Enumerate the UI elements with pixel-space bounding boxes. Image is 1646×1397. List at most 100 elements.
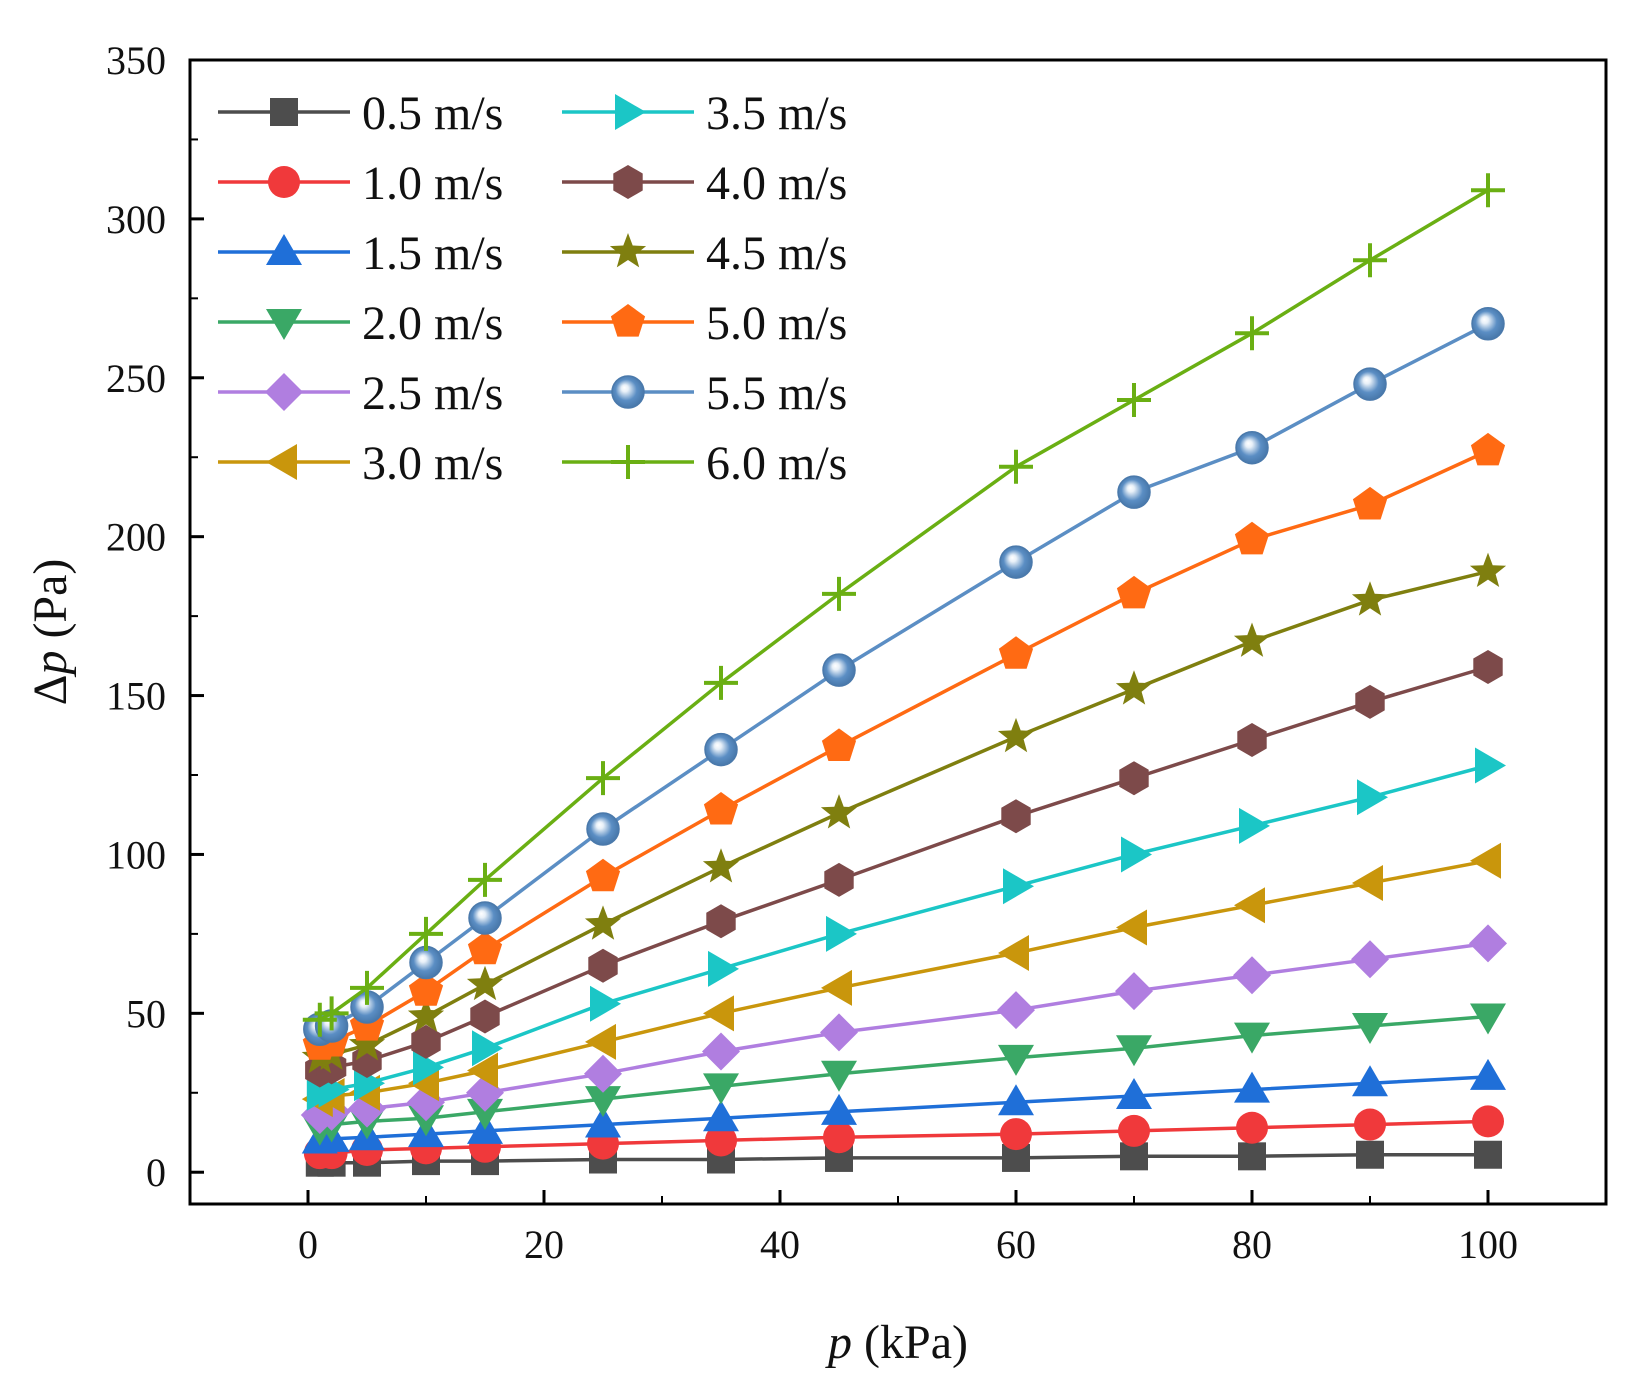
data-point-3-5-m-s-9 bbox=[1121, 836, 1152, 873]
x-axis-label-unit: (kPa) bbox=[852, 1316, 968, 1369]
data-point-5-0-m-s-5 bbox=[585, 858, 621, 892]
data-point-4-0-m-s-6 bbox=[706, 904, 736, 939]
legend-marker-6-0-m-s bbox=[611, 445, 645, 479]
data-point-0-5-m-s-11 bbox=[1356, 1140, 1384, 1169]
data-point-4-5-m-s-12 bbox=[1469, 552, 1507, 587]
data-point-2-5-m-s-7 bbox=[820, 1013, 858, 1052]
data-point-2-0-m-s-10 bbox=[1234, 1022, 1270, 1054]
data-point-4-0-m-s-4 bbox=[470, 999, 500, 1034]
data-point-5-0-m-s-3 bbox=[408, 973, 444, 1006]
series-3-5-m-s bbox=[306, 747, 1506, 1111]
plot-marks bbox=[300, 173, 1507, 1177]
x-axis-label: p (kPa) bbox=[825, 1316, 968, 1369]
data-point-6-0-m-s-8 bbox=[999, 449, 1033, 484]
data-point-4-0-m-s-9 bbox=[1119, 761, 1149, 796]
data-point-4-0-m-s-5 bbox=[588, 948, 618, 983]
data-point-3-5-m-s-8 bbox=[1003, 868, 1034, 905]
data-point-2-5-m-s-12 bbox=[1469, 924, 1507, 963]
x-tick-label-60: 60 bbox=[996, 1222, 1036, 1267]
data-point-2-5-m-s-11 bbox=[1351, 940, 1389, 979]
data-point-1-5-m-s-10 bbox=[1234, 1071, 1270, 1103]
data-point-3-0-m-s-7 bbox=[821, 969, 852, 1006]
data-point-2-0-m-s-4 bbox=[467, 1098, 503, 1130]
data-point-1-5-m-s-7 bbox=[821, 1093, 857, 1125]
data-point-4-0-m-s-8 bbox=[1001, 799, 1031, 834]
x-tick-label-40: 40 bbox=[760, 1222, 800, 1267]
data-point-3-0-m-s-4 bbox=[467, 1052, 498, 1089]
data-point-0-5-m-s-10 bbox=[1238, 1142, 1266, 1171]
data-point-4-0-m-s-7 bbox=[824, 862, 854, 897]
data-point-1-5-m-s-5 bbox=[585, 1106, 621, 1138]
x-tick-label-100: 100 bbox=[1458, 1222, 1518, 1267]
legend-label-5-5-m-s: 5.5 m/s bbox=[706, 367, 847, 420]
y-axis-label-var: p bbox=[24, 651, 77, 678]
data-point-6-0-m-s-3 bbox=[409, 916, 443, 951]
data-point-5-0-m-s-7 bbox=[821, 728, 857, 761]
legend-label-1-5-m-s: 1.5 m/s bbox=[362, 227, 503, 280]
legend: 0.5 m/s 1.0 m/s 1.5 m/s 2.0 m/s 2.5 m/s 3.0 m… bbox=[218, 87, 847, 490]
data-point-3-5-m-s-4 bbox=[472, 1030, 503, 1067]
data-point-0-5-m-s-9 bbox=[1120, 1142, 1148, 1171]
legend-label-3-5-m-s: 3.5 m/s bbox=[706, 87, 847, 140]
data-point-4-5-m-s-4 bbox=[466, 965, 504, 1001]
legend-marker-3-0-m-s bbox=[266, 444, 297, 480]
data-point-5-5-m-s-10 bbox=[1235, 430, 1269, 465]
data-point-3-0-m-s-8 bbox=[998, 934, 1029, 971]
data-point-4-5-m-s-3 bbox=[407, 997, 445, 1032]
axis-ticks: 0 20 40 60 80 100 0 50 100 150 200 250 300 350 bbox=[106, 38, 1518, 1267]
legend-label-5-0-m-s: 5.0 m/s bbox=[706, 297, 847, 350]
data-point-2-0-m-s-7 bbox=[821, 1060, 857, 1092]
data-point-6-0-m-s-7 bbox=[822, 576, 856, 611]
data-point-5-0-m-s-4 bbox=[467, 931, 503, 965]
y-tick-label-50: 50 bbox=[126, 991, 166, 1036]
data-point-4-5-m-s-5 bbox=[584, 905, 622, 940]
data-point-6-0-m-s-5 bbox=[586, 761, 620, 796]
data-point-4-5-m-s-7 bbox=[820, 794, 858, 829]
y-tick-label-200: 200 bbox=[106, 515, 166, 560]
legend-label-4-0-m-s: 4.0 m/s bbox=[706, 157, 847, 210]
data-point-5-5-m-s-9 bbox=[1117, 475, 1151, 509]
legend-marker-2-0-m-s bbox=[266, 309, 302, 340]
legend-item-4-5-m-s: 4.5 m/s bbox=[562, 227, 847, 280]
data-point-6-0-m-s-4 bbox=[468, 862, 502, 897]
data-point-3-5-m-s-10 bbox=[1239, 807, 1270, 844]
data-point-5-5-m-s-4 bbox=[468, 901, 502, 935]
data-point-2-0-m-s-11 bbox=[1352, 1013, 1388, 1045]
data-point-3-0-m-s-9 bbox=[1116, 909, 1147, 946]
series-4-0-m-s bbox=[305, 650, 1503, 1088]
data-point-4-5-m-s-11 bbox=[1351, 581, 1389, 616]
data-point-5-0-m-s-6 bbox=[703, 792, 739, 825]
data-point-5-5-m-s-8 bbox=[999, 545, 1033, 579]
data-point-2-0-m-s-12 bbox=[1470, 1003, 1506, 1035]
y-tick-label-150: 150 bbox=[106, 674, 166, 719]
data-point-5-5-m-s-6 bbox=[704, 732, 738, 767]
legend-marker-4-5-m-s bbox=[609, 233, 647, 268]
legend-marker-5-0-m-s bbox=[610, 304, 646, 337]
data-point-0-5-m-s-12 bbox=[1474, 1140, 1502, 1169]
data-point-1-0-m-s-8 bbox=[1000, 1118, 1032, 1151]
x-tick-label-20: 20 bbox=[524, 1222, 564, 1267]
data-point-6-0-m-s-6 bbox=[704, 665, 738, 700]
series-2-5-m-s bbox=[300, 924, 1507, 1135]
legend-marker-1-0-m-s bbox=[268, 166, 300, 198]
legend-label-6-0-m-s: 6.0 m/s bbox=[706, 437, 847, 490]
x-tick-label-0: 0 bbox=[298, 1222, 318, 1267]
legend-item-1-0-m-s: 1.0 m/s bbox=[218, 157, 503, 210]
data-point-3-5-m-s-3 bbox=[413, 1049, 444, 1086]
data-point-1-0-m-s-6 bbox=[705, 1124, 737, 1157]
data-point-1-5-m-s-11 bbox=[1352, 1065, 1388, 1097]
data-point-3-5-m-s-11 bbox=[1357, 779, 1388, 816]
legend-marker-0-5-m-s bbox=[270, 98, 298, 126]
legend-item-6-0-m-s: 6.0 m/s bbox=[562, 437, 847, 490]
data-point-3-5-m-s-6 bbox=[708, 950, 739, 987]
data-point-4-0-m-s-12 bbox=[1473, 650, 1503, 684]
data-point-4-5-m-s-2 bbox=[348, 1026, 386, 1061]
data-point-2-0-m-s-9 bbox=[1116, 1035, 1152, 1067]
x-axis-label-var: p bbox=[825, 1316, 852, 1369]
data-point-3-0-m-s-10 bbox=[1234, 887, 1265, 924]
y-axis-label: Δp (Pa) bbox=[24, 559, 77, 706]
legend-item-3-5-m-s: 3.5 m/s bbox=[562, 87, 847, 140]
data-point-2-5-m-s-10 bbox=[1233, 956, 1271, 995]
data-point-4-0-m-s-11 bbox=[1355, 684, 1385, 719]
data-point-4-0-m-s-3 bbox=[411, 1024, 441, 1059]
